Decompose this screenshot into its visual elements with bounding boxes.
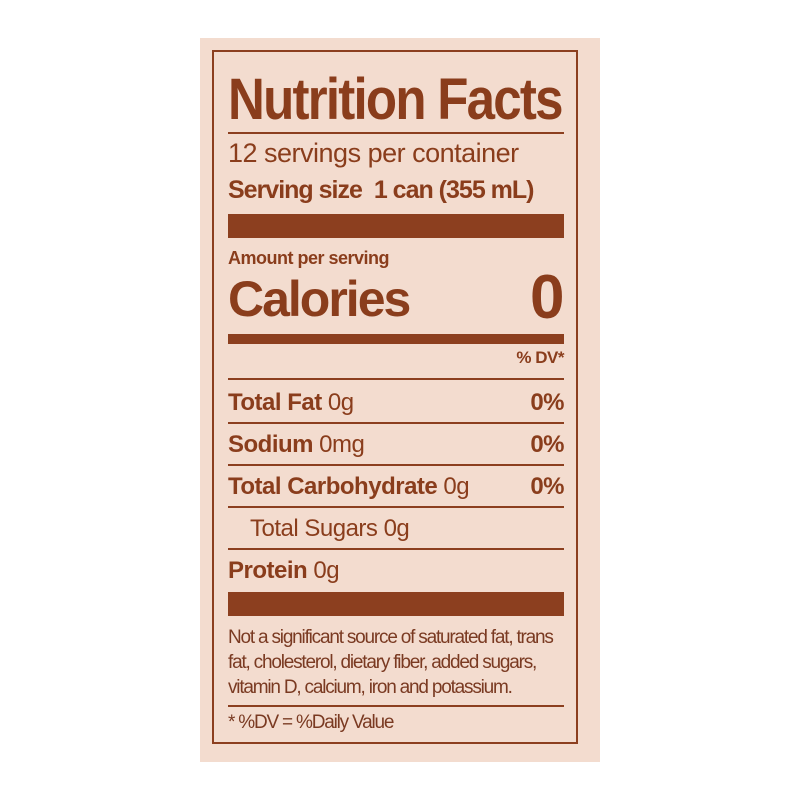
- calories-value: 0: [530, 263, 564, 332]
- thick-divider: [228, 592, 564, 616]
- serving-size-value: 1 can (355 mL): [373, 176, 535, 204]
- divider: [228, 422, 564, 424]
- nutrient-dv: 0%: [530, 431, 564, 458]
- nutrition-label: Nutrition Facts 12 servings per containe…: [200, 38, 600, 762]
- thick-divider: [228, 214, 564, 238]
- nutrient-row-sodium: Sodium 0mg: [228, 431, 365, 459]
- footnote-line: Not a significant source of saturated fa…: [228, 627, 554, 648]
- divider: [228, 132, 564, 134]
- divider: [228, 705, 564, 707]
- divider: [228, 378, 564, 380]
- dv-header: % DV*: [516, 348, 564, 367]
- divider: [228, 464, 564, 466]
- nutrient-amount: 0mg: [319, 431, 365, 458]
- nutrient-row-total-fat: Total Fat 0g: [228, 389, 354, 417]
- footnote-line: fat, cholesterol, dietary fiber, added s…: [228, 652, 537, 673]
- medium-divider: [228, 334, 564, 344]
- nutrient-row-total-carbohydrate: Total Carbohydrate 0g: [228, 473, 470, 501]
- nutrient-name: Protein: [228, 557, 308, 584]
- serving-size: Serving size 1 can (355 mL): [228, 176, 534, 205]
- nutrient-amount: 0g: [443, 473, 470, 500]
- nutrient-row-protein: Protein 0g: [228, 557, 340, 585]
- footnote-line: vitamin D, calcium, iron and potassium.: [228, 677, 513, 698]
- nutrient-amount: 0g: [313, 557, 340, 584]
- nutrient-amount: 0g: [383, 515, 410, 542]
- nutrient-name: Total Fat: [228, 389, 322, 416]
- divider: [228, 506, 564, 508]
- nutrient-name: Total Carbohydrate: [228, 473, 438, 500]
- calories-label: Calories: [228, 271, 411, 327]
- nutrient-dv: 0%: [530, 389, 564, 416]
- serving-size-label: Serving size: [228, 176, 363, 204]
- label-title: Nutrition Facts: [228, 67, 563, 132]
- amount-per-serving: Amount per serving: [228, 248, 390, 268]
- dv-definition: * %DV = %Daily Value: [228, 712, 394, 733]
- nutrient-amount: 0g: [327, 389, 354, 416]
- servings-per-container: 12 servings per container: [228, 138, 519, 168]
- nutrition-facts-panel: Nutrition Facts 12 servings per containe…: [212, 50, 578, 744]
- nutrient-name: Sodium: [228, 431, 314, 458]
- divider: [228, 548, 564, 550]
- nutrient-dv: 0%: [530, 473, 564, 500]
- nutrient-row-total-sugars: Total Sugars 0g: [250, 515, 410, 543]
- nutrient-name: Total Sugars: [250, 515, 378, 542]
